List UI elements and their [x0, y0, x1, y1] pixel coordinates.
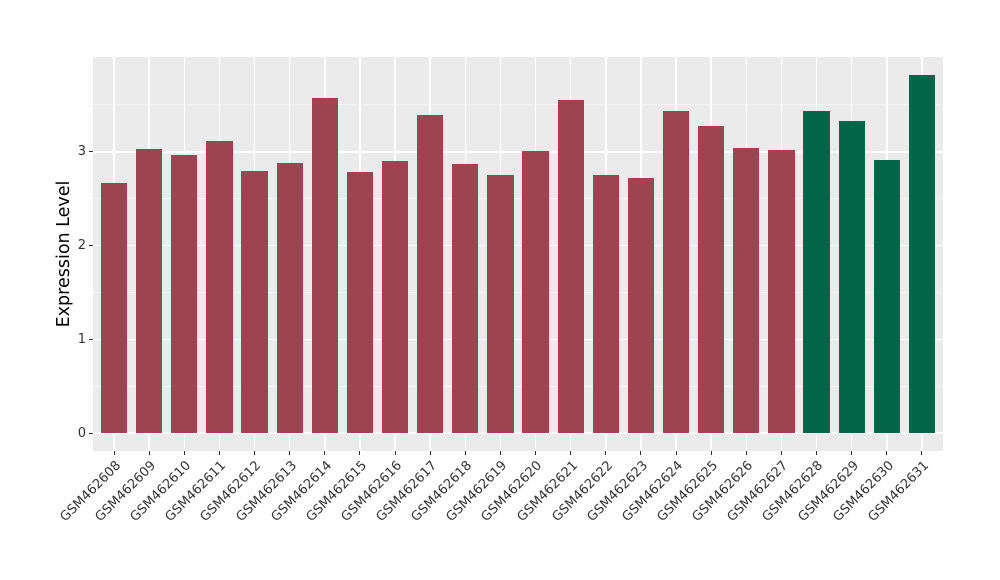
x-tickmark — [359, 451, 361, 455]
bar-GSM462626 — [733, 148, 760, 434]
y-axis-title: Expression Level — [54, 180, 74, 328]
x-tickmark — [605, 451, 607, 455]
x-tickmark — [921, 451, 923, 455]
x-tickmark — [254, 451, 256, 455]
x-tickmark — [218, 451, 220, 455]
y-tickmark — [89, 151, 93, 153]
x-tickmark — [710, 451, 712, 455]
bar-GSM462608 — [100, 182, 128, 434]
x-tickmark — [640, 451, 642, 455]
y-tickmark — [89, 432, 93, 434]
bar-GSM462624 — [662, 111, 690, 434]
y-tick-label: 2 — [77, 238, 86, 254]
x-tickmark — [113, 451, 115, 455]
x-tickmark — [464, 451, 466, 455]
bar-GSM462615 — [346, 172, 374, 434]
gridline-minor-y — [93, 198, 943, 200]
bar-GSM462629 — [838, 120, 865, 434]
gridline-minor-y — [93, 385, 943, 387]
y-tickmark — [89, 245, 93, 247]
x-tickmark — [148, 451, 150, 455]
bar-GSM462628 — [803, 110, 830, 434]
x-tickmark — [289, 451, 291, 455]
bar-GSM462609 — [136, 148, 163, 434]
bar-GSM462616 — [381, 161, 409, 434]
x-tickmark — [851, 451, 853, 455]
gridline-minor-y — [93, 104, 943, 106]
x-tickmark — [499, 451, 501, 455]
gridline-major-y — [93, 244, 943, 247]
bar-GSM462610 — [171, 154, 198, 434]
gridline-major-y — [93, 338, 943, 341]
x-tickmark — [570, 451, 572, 455]
bar-GSM462627 — [768, 149, 795, 434]
gridline-minor-y — [93, 291, 943, 293]
bar-GSM462630 — [873, 160, 900, 434]
bar-GSM462625 — [698, 126, 725, 434]
y-tick-label: 3 — [77, 144, 86, 160]
x-tickmark — [816, 451, 818, 455]
bar-GSM462612 — [241, 170, 268, 434]
y-tickmark — [89, 338, 93, 340]
bar-GSM462622 — [592, 175, 619, 434]
bar-GSM462619 — [487, 175, 514, 434]
bar-GSM462618 — [452, 163, 479, 434]
y-tick-label: 0 — [77, 425, 86, 441]
bar-GSM462621 — [557, 100, 584, 434]
bar-GSM462631 — [908, 74, 936, 434]
x-tickmark — [886, 451, 888, 455]
bar-GSM462623 — [627, 178, 655, 434]
x-tickmark — [394, 451, 396, 455]
gridline-major-y — [93, 432, 943, 434]
bar-GSM462611 — [206, 141, 233, 434]
y-tick-label: 1 — [77, 331, 86, 347]
plot-panel — [93, 57, 943, 451]
x-tickmark — [183, 451, 185, 455]
x-tickmark — [745, 451, 747, 455]
x-tickmark — [324, 451, 326, 455]
x-tickmark — [535, 451, 537, 455]
x-tickmark — [429, 451, 431, 455]
bar-GSM462617 — [417, 115, 444, 434]
bar-GSM462613 — [276, 163, 303, 434]
bar-GSM462614 — [311, 98, 338, 434]
bar-GSM462620 — [522, 150, 549, 434]
x-tickmark — [780, 451, 782, 455]
x-tickmark — [675, 451, 677, 455]
gridline-major-y — [93, 151, 943, 153]
